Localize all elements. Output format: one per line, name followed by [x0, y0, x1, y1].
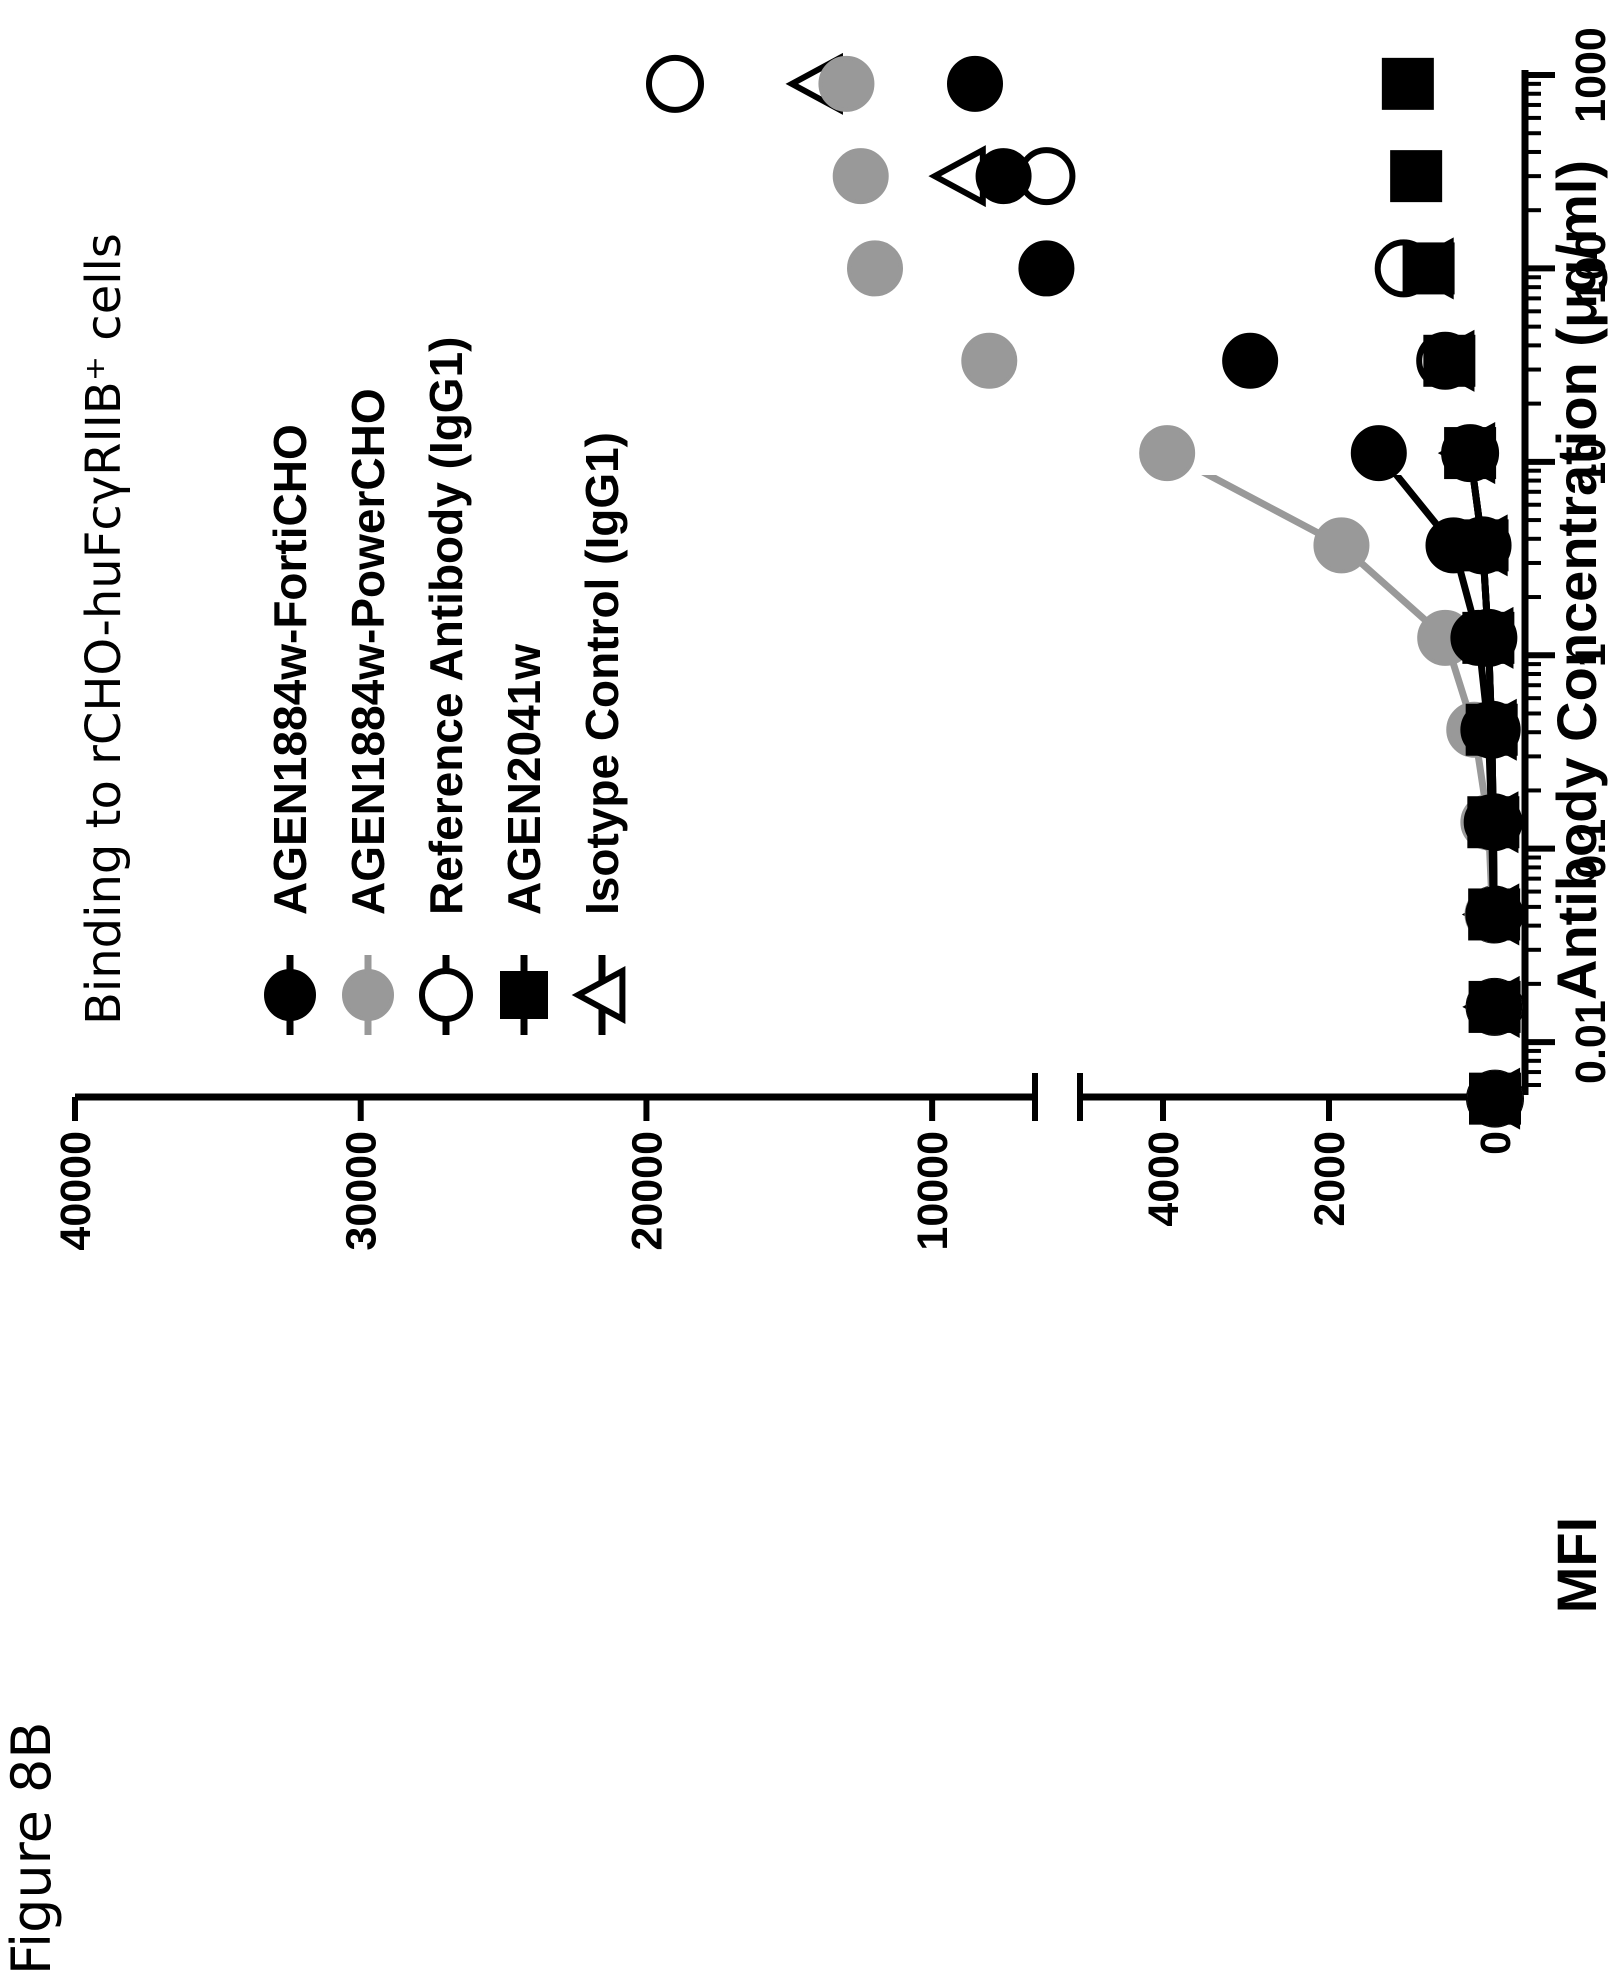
- y-tick-label: 40000: [52, 1131, 100, 1251]
- series-line-lower: [1000, 475, 1499, 905]
- legend: AGEN1884w-FortiCHO AGEN1884w-PowerCHO Refe…: [264, 337, 628, 1035]
- data-point: [1390, 150, 1443, 203]
- data-point: [1468, 888, 1521, 941]
- data-point: [818, 55, 875, 112]
- axes: 0 2000 4000 10000 20000 30000 40000 0.01 0.1 1 10 1…: [52, 27, 1615, 1250]
- y-tick-label: 30000: [338, 1131, 386, 1251]
- data-point: [1018, 240, 1075, 297]
- data-point: [1467, 796, 1520, 849]
- data-point: [947, 55, 1003, 112]
- legend-item-reference-antibody-igg1: Reference Antibody (IgG1): [419, 337, 473, 1035]
- data-point: [1222, 332, 1279, 389]
- series-agen1884w-forticho: [947, 55, 1523, 1127]
- data-point: [1139, 425, 1196, 482]
- data-point: [961, 332, 1018, 389]
- legend-item-agen1884w-powercho: AGEN1884w-PowerCHO: [342, 388, 394, 1035]
- legend-marker: [342, 969, 394, 1021]
- series-agen2041w: [1188, 57, 1521, 1125]
- data-point: [1313, 517, 1370, 574]
- y-axis-title: MFI: [1545, 1517, 1608, 1613]
- legend-label: AGEN2041w: [498, 644, 550, 915]
- data-point: [975, 148, 1032, 205]
- y-tick-label: 2000: [1306, 1131, 1354, 1227]
- y-tick-label: 10000: [909, 1131, 957, 1251]
- series-line-lower: [1000, 475, 1499, 905]
- y-tick-label: 4000: [1140, 1131, 1188, 1227]
- legend-label: AGEN1884w-PowerCHO: [342, 388, 394, 915]
- chart-title: Binding to rCHO-huFcγRIIB⁺ cells: [76, 233, 132, 1025]
- legend-item-agen1884w-forticho: AGEN1884w-FortiCHO: [264, 424, 316, 1035]
- x-tick-label: 1000: [1567, 27, 1615, 123]
- series-line-upper: [815, 475, 1075, 905]
- legend-marker: [500, 971, 548, 1019]
- data-point: [1469, 1072, 1521, 1125]
- data-point: [1468, 980, 1521, 1033]
- series-line-upper: [842, 475, 1075, 905]
- series-line-lower: [1000, 475, 1499, 905]
- y-tick-label: 0: [1472, 1131, 1520, 1155]
- x-tick-label: 100: [1567, 233, 1615, 305]
- series-line-lower: [1404, 475, 1499, 905]
- data-point: [1444, 427, 1497, 480]
- x-tick-label: 0.1: [1567, 819, 1615, 879]
- x-tick-label: 0.01: [1567, 1000, 1615, 1084]
- series-layer: [646, 52, 1524, 1130]
- series-line-upper: [971, 475, 1075, 905]
- data-point: [646, 54, 704, 113]
- series-line-upper: [674, 475, 1075, 905]
- x-axis-title: Antibody Concentration (μg/ml): [1545, 160, 1608, 1000]
- series-line-upper: [1188, 84, 1218, 1099]
- legend-marker: [264, 969, 316, 1021]
- x-tick-label: 1: [1567, 643, 1615, 667]
- data-point: [1456, 519, 1509, 572]
- legend-label: Reference Antibody (IgG1): [420, 337, 472, 915]
- legend-marker: [419, 968, 473, 1022]
- series-line-lower: [1000, 475, 1499, 905]
- data-point: [1462, 611, 1515, 664]
- series-reference-antibody-igg1: [646, 54, 1524, 1128]
- data-point: [832, 148, 889, 205]
- series-isotype-control-igg1: [785, 52, 1521, 1130]
- data-point: [1465, 703, 1518, 756]
- figure-label: Figure 8B: [0, 1722, 63, 1975]
- x-tick-label: 10: [1567, 438, 1615, 486]
- data-point: [1350, 425, 1407, 482]
- legend-label: AGEN1884w-FortiCHO: [264, 424, 316, 915]
- y-tick-label: 20000: [623, 1131, 671, 1251]
- data-point: [1381, 57, 1434, 110]
- legend-marker: [571, 965, 626, 1025]
- legend-item-agen2041w: AGEN2041w: [498, 644, 550, 1035]
- legend-label: Isotype Control (IgG1): [576, 432, 628, 915]
- data-point: [1423, 334, 1476, 387]
- legend-item-isotype-control-igg1: Isotype Control (IgG1): [571, 432, 628, 1035]
- data-point: [1402, 242, 1455, 295]
- data-point: [847, 240, 903, 297]
